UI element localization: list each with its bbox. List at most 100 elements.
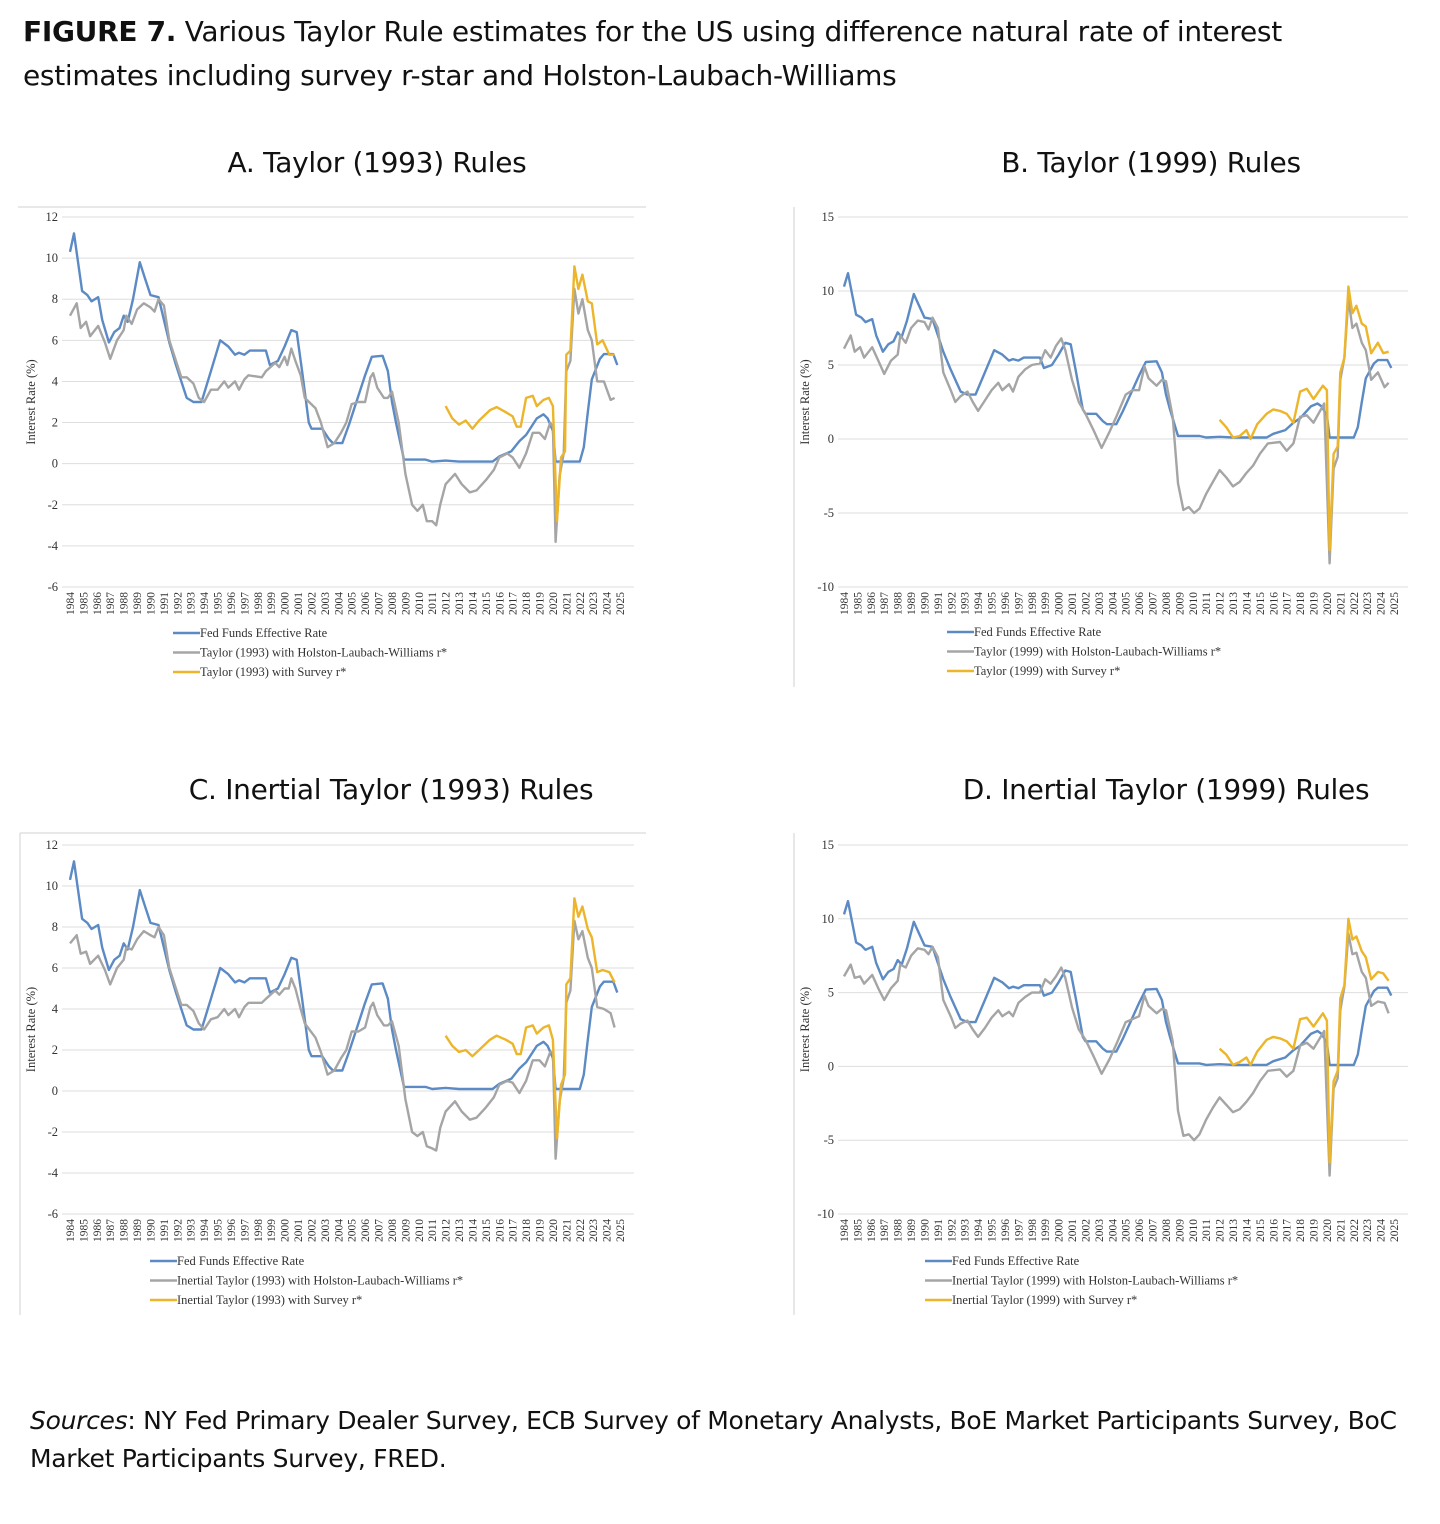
legend-label: Fed Funds Effective Rate bbox=[200, 626, 328, 640]
x-tick-label: 1998 bbox=[1027, 1219, 1039, 1242]
sources-text: : NY Fed Primary Dealer Survey, ECB Surv… bbox=[30, 1406, 1397, 1473]
x-tick-label: 2004 bbox=[333, 592, 345, 615]
x-tick-label: 1991 bbox=[159, 1219, 171, 1242]
x-tick-label: 1997 bbox=[1013, 1219, 1025, 1242]
x-tick-label: 1992 bbox=[172, 592, 184, 615]
x-tick-label: 2005 bbox=[1121, 592, 1133, 615]
figure-title: FIGURE 7. Various Taylor Rule estimates … bbox=[23, 10, 1423, 98]
x-tick-label: 1996 bbox=[226, 1219, 238, 1242]
series-line-survey bbox=[444, 265, 615, 523]
x-tick-label: 2003 bbox=[1094, 592, 1106, 615]
x-tick-label: 2003 bbox=[320, 592, 332, 615]
x-tick-label: 2005 bbox=[1121, 1219, 1133, 1242]
x-tick-label: 2000 bbox=[1054, 592, 1066, 615]
x-tick-label: 2016 bbox=[494, 1219, 506, 1242]
x-tick-label: 2012 bbox=[441, 592, 453, 615]
x-tick-label: 2000 bbox=[280, 1219, 292, 1242]
x-tick-label: 1985 bbox=[78, 592, 90, 615]
x-tick-label: 1999 bbox=[1040, 592, 1052, 615]
y-tick-label: -4 bbox=[48, 539, 59, 553]
x-tick-label: 2009 bbox=[400, 592, 412, 615]
y-tick-label: 8 bbox=[52, 292, 58, 306]
legend-label: Taylor (1993) with Survey r* bbox=[200, 665, 346, 679]
x-tick-label: 2013 bbox=[1228, 592, 1240, 615]
x-tick-label: 1986 bbox=[866, 1219, 878, 1242]
x-tick-label: 2017 bbox=[1282, 1219, 1294, 1242]
x-tick-label: 2001 bbox=[1067, 592, 1079, 615]
x-tick-label: 2014 bbox=[1241, 592, 1253, 615]
series-line-survey bbox=[444, 897, 616, 1140]
x-tick-label: 2003 bbox=[1094, 1219, 1106, 1242]
y-tick-label: 4 bbox=[52, 374, 59, 388]
x-tick-label: 1998 bbox=[253, 1219, 265, 1242]
x-tick-label: 2011 bbox=[427, 1219, 439, 1242]
series-line-hlw bbox=[842, 297, 1390, 565]
y-tick-label: 12 bbox=[46, 210, 59, 224]
x-tick-label: 2000 bbox=[1054, 1219, 1066, 1242]
x-tick-label: 2025 bbox=[1389, 1219, 1401, 1242]
x-tick-label: 1995 bbox=[213, 592, 225, 615]
x-tick-label: 2025 bbox=[615, 592, 627, 615]
x-tick-label: 1986 bbox=[866, 592, 878, 615]
y-tick-label: 15 bbox=[822, 838, 835, 852]
x-tick-label: 2020 bbox=[548, 592, 560, 615]
x-tick-label: 2022 bbox=[1349, 592, 1361, 615]
x-tick-label: 1984 bbox=[839, 592, 851, 615]
x-tick-label: 2020 bbox=[1322, 592, 1334, 615]
x-tick-label: 2002 bbox=[1080, 592, 1092, 615]
y-tick-label: 10 bbox=[822, 912, 835, 926]
x-tick-label: 2010 bbox=[1188, 1219, 1200, 1242]
x-tick-label: 2017 bbox=[508, 592, 520, 615]
x-tick-label: 2020 bbox=[1322, 1219, 1334, 1242]
x-tick-label: 2023 bbox=[588, 1219, 600, 1242]
y-tick-label: 0 bbox=[828, 432, 834, 446]
x-tick-label: 2006 bbox=[360, 592, 372, 615]
panel-c-title: C. Inertial Taylor (1993) Rules bbox=[188, 773, 594, 806]
x-tick-label: 1993 bbox=[186, 1219, 198, 1242]
x-tick-label: 2019 bbox=[535, 1219, 547, 1242]
x-tick-label: 1992 bbox=[946, 1219, 958, 1242]
y-tick-label: 4 bbox=[52, 1002, 59, 1016]
x-tick-label: 1991 bbox=[933, 592, 945, 615]
y-tick-label: 8 bbox=[52, 920, 58, 934]
x-tick-label: 2009 bbox=[1174, 592, 1186, 615]
series-line-fed-funds bbox=[68, 232, 619, 463]
x-tick-label: 1985 bbox=[78, 1219, 90, 1242]
y-tick-label: 6 bbox=[52, 961, 58, 975]
chart-panel-d: -10 -5 0 5 10 15 Interest Rate (%) 1984 1985 1986… bbox=[793, 833, 1408, 1315]
x-tick-label: 2023 bbox=[1362, 1219, 1374, 1242]
x-tick-label: 1988 bbox=[119, 1219, 131, 1242]
series-line-fed-funds bbox=[68, 860, 619, 1091]
y-axis-label: Interest Rate (%) bbox=[798, 359, 812, 444]
x-tick-label: 1989 bbox=[132, 592, 144, 615]
y-tick-label: -2 bbox=[48, 1125, 58, 1139]
x-tick-label: 1997 bbox=[239, 592, 251, 615]
x-tick-label: 2015 bbox=[1255, 592, 1267, 615]
x-tick-label: 2022 bbox=[575, 1219, 587, 1242]
y-tick-label: -10 bbox=[817, 1207, 834, 1221]
x-tick-label: 1989 bbox=[906, 592, 918, 615]
x-tick-label: 2013 bbox=[454, 1219, 466, 1242]
x-tick-label: 1986 bbox=[92, 592, 104, 615]
y-tick-label: 5 bbox=[828, 986, 834, 1000]
legend-label: Inertial Taylor (1993) with Holston-Laub… bbox=[177, 1274, 463, 1288]
x-tick-label: 1984 bbox=[839, 1219, 851, 1242]
panel-a-title: A. Taylor (1993) Rules bbox=[227, 146, 527, 179]
x-tick-label: 2019 bbox=[1309, 592, 1321, 615]
x-tick-label: 2018 bbox=[521, 1219, 533, 1242]
x-tick-label: 1999 bbox=[266, 1219, 278, 1242]
x-tick-label: 2015 bbox=[481, 592, 493, 615]
x-tick-label: 1987 bbox=[105, 1219, 117, 1242]
x-tick-label: 2013 bbox=[454, 592, 466, 615]
x-tick-label: 2011 bbox=[1201, 592, 1213, 615]
x-tick-label: 1997 bbox=[1013, 592, 1025, 615]
x-tick-label: 1992 bbox=[172, 1219, 184, 1242]
x-tick-label: 2024 bbox=[602, 1219, 614, 1242]
x-tick-label: 2009 bbox=[400, 1219, 412, 1242]
x-tick-label: 2022 bbox=[575, 592, 587, 615]
x-tick-label: 2008 bbox=[1161, 592, 1173, 615]
x-tick-label: 2005 bbox=[347, 592, 359, 615]
x-tick-label: 1996 bbox=[1000, 592, 1012, 615]
x-tick-label: 2003 bbox=[320, 1219, 332, 1242]
legend-label: Inertial Taylor (1993) with Survey r* bbox=[177, 1293, 362, 1307]
